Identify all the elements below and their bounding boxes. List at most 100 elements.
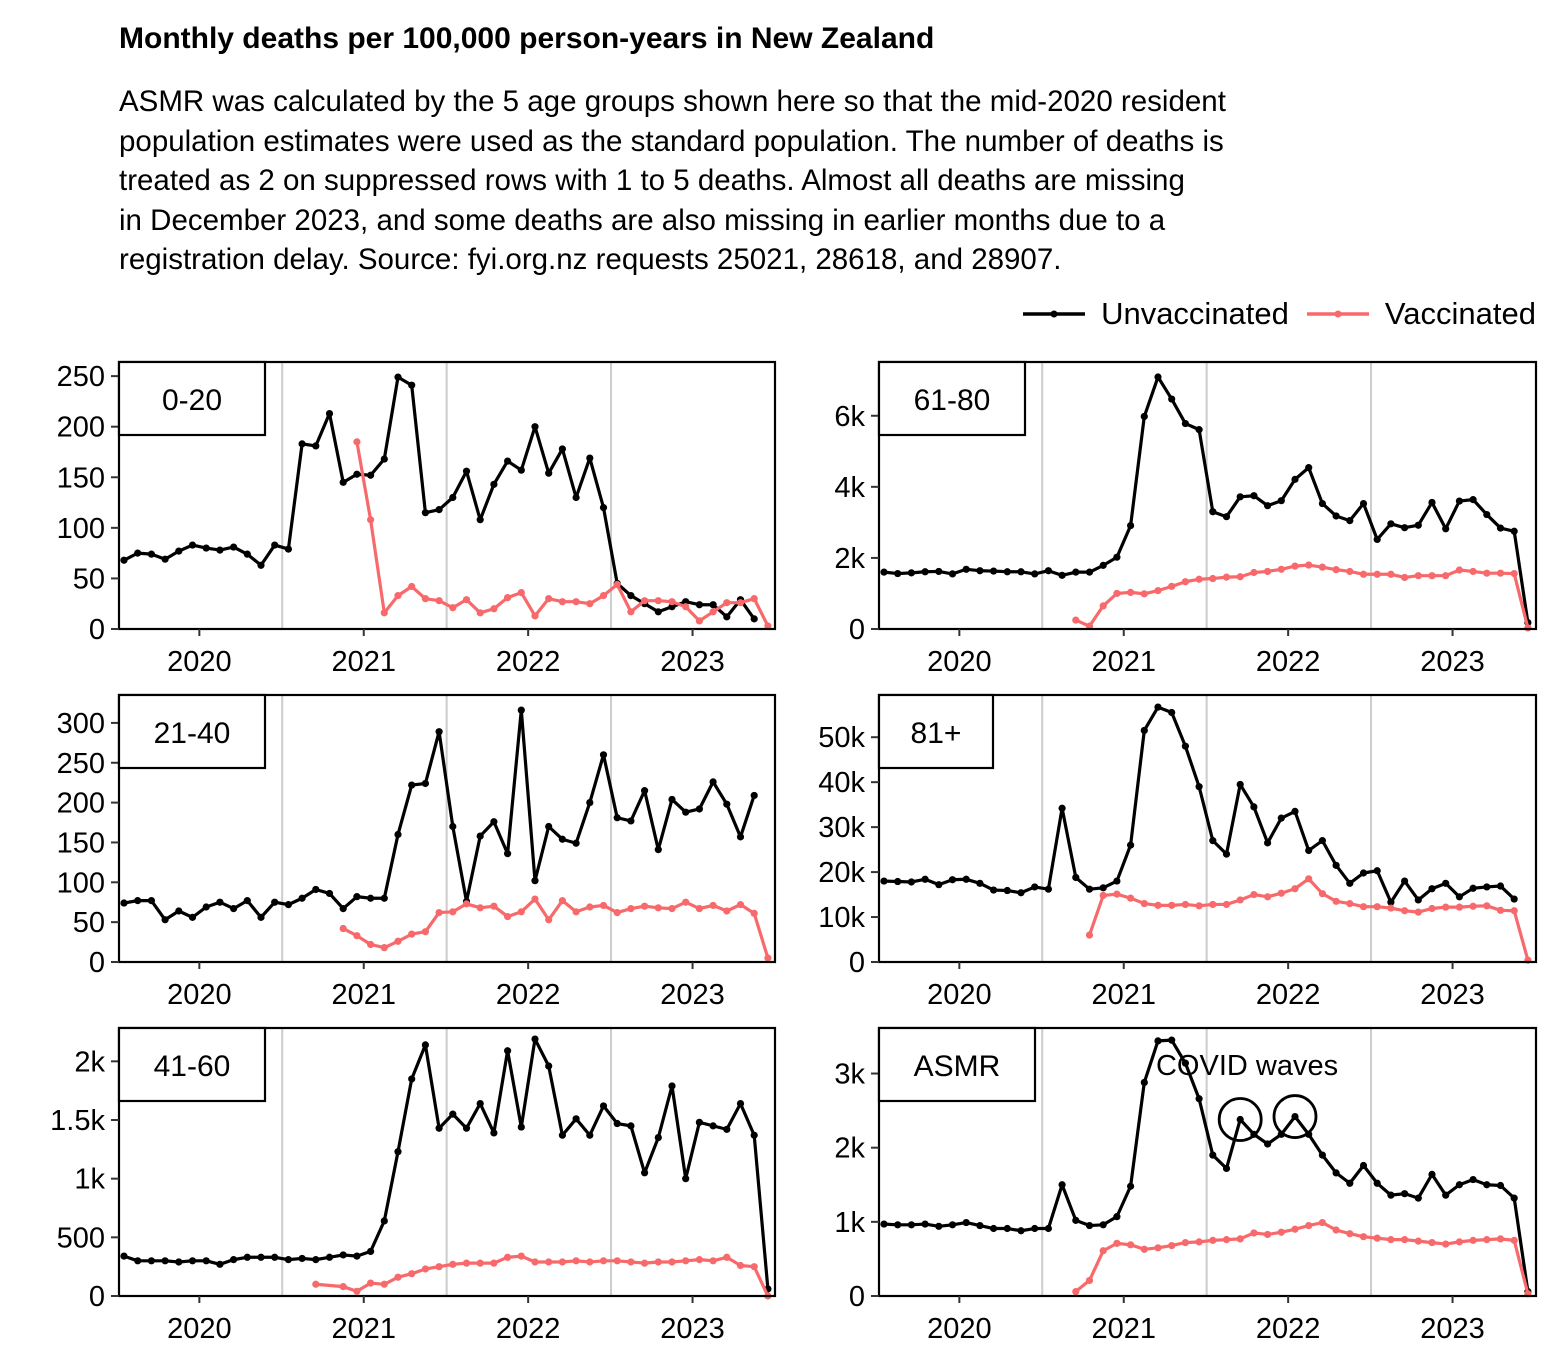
y-tick-label: 0 bbox=[89, 947, 105, 979]
data-point-vaccinated bbox=[641, 1259, 649, 1267]
data-point-unvaccinated bbox=[1332, 861, 1340, 869]
y-tick-label: 3k bbox=[834, 1059, 865, 1091]
panel-label-box bbox=[877, 693, 995, 770]
data-point-unvaccinated bbox=[1414, 521, 1422, 529]
data-point-unvaccinated bbox=[572, 839, 580, 847]
data-point-unvaccinated bbox=[935, 1222, 943, 1230]
data-point-unvaccinated bbox=[394, 830, 402, 839]
data-point-vaccinated bbox=[668, 905, 676, 913]
data-point-unvaccinated bbox=[907, 569, 916, 577]
legend-label: Unvaccinated bbox=[1101, 296, 1289, 331]
data-point-unvaccinated bbox=[325, 1253, 334, 1261]
panel-label-box bbox=[117, 693, 267, 770]
data-point-unvaccinated bbox=[216, 546, 224, 554]
data-point-unvaccinated bbox=[1373, 867, 1381, 875]
data-point-unvaccinated bbox=[1168, 708, 1176, 717]
x-tick-label: 2021 bbox=[331, 1313, 396, 1345]
data-point-unvaccinated bbox=[599, 1102, 608, 1110]
data-point-unvaccinated bbox=[1318, 837, 1326, 845]
data-point-vaccinated bbox=[517, 1252, 525, 1260]
data-point-unvaccinated bbox=[216, 898, 224, 906]
data-point-vaccinated bbox=[1195, 902, 1203, 910]
data-point-unvaccinated bbox=[161, 555, 169, 563]
data-point-vaccinated bbox=[709, 1257, 717, 1265]
data-point-unvaccinated bbox=[1346, 517, 1354, 525]
data-point-vaccinated bbox=[1359, 1233, 1368, 1241]
data-point-vaccinated bbox=[435, 1263, 443, 1271]
data-point-unvaccinated bbox=[134, 1257, 142, 1265]
data-point-unvaccinated bbox=[613, 814, 621, 822]
data-point-unvaccinated bbox=[921, 1220, 929, 1228]
data-point-unvaccinated bbox=[1277, 814, 1285, 822]
data-point-vaccinated bbox=[1195, 1238, 1203, 1246]
data-point-unvaccinated bbox=[531, 877, 539, 885]
data-point-vaccinated bbox=[1250, 890, 1258, 899]
data-point-unvaccinated bbox=[353, 470, 361, 478]
data-point-vaccinated bbox=[695, 617, 704, 625]
data-point-unvaccinated bbox=[1291, 807, 1299, 815]
y-tick-label: 100 bbox=[57, 513, 105, 545]
data-point-unvaccinated bbox=[1127, 521, 1135, 530]
data-point-unvaccinated bbox=[880, 877, 888, 885]
data-point-unvaccinated bbox=[380, 1217, 388, 1225]
data-point-unvaccinated bbox=[1181, 419, 1189, 428]
data-point-vaccinated bbox=[654, 597, 662, 605]
data-point-vaccinated bbox=[723, 1253, 731, 1261]
y-tick-label: 300 bbox=[57, 708, 105, 740]
data-point-vaccinated bbox=[558, 1258, 567, 1266]
x-tick-label: 2020 bbox=[927, 1313, 992, 1345]
data-point-unvaccinated bbox=[517, 466, 525, 474]
data-point-unvaccinated bbox=[462, 1124, 471, 1132]
data-point-vaccinated bbox=[1305, 1221, 1313, 1230]
data-point-unvaccinated bbox=[421, 779, 429, 788]
data-point-unvaccinated bbox=[709, 778, 717, 786]
data-point-vaccinated bbox=[1291, 1225, 1299, 1233]
data-point-vaccinated bbox=[764, 954, 772, 962]
data-point-vaccinated bbox=[1414, 1237, 1422, 1245]
data-point-unvaccinated bbox=[1209, 508, 1217, 516]
panel-frame bbox=[877, 1026, 1538, 1298]
y-tick-label: 30k bbox=[818, 812, 865, 844]
data-point-unvaccinated bbox=[1140, 412, 1148, 421]
data-point-unvaccinated bbox=[367, 471, 375, 479]
data-point-unvaccinated bbox=[202, 903, 210, 911]
data-point-vaccinated bbox=[462, 1259, 471, 1267]
data-point-vaccinated bbox=[1209, 574, 1217, 583]
data-point-vaccinated bbox=[1099, 1247, 1107, 1255]
data-point-vaccinated bbox=[1140, 1245, 1148, 1253]
data-point-unvaccinated bbox=[490, 818, 498, 826]
data-point-vaccinated bbox=[627, 905, 635, 913]
data-point-unvaccinated bbox=[243, 1253, 251, 1261]
chart-subtitle: ASMR was calculated by the 5 age groups … bbox=[119, 82, 1539, 280]
data-point-vaccinated bbox=[654, 1258, 662, 1266]
data-point-unvaccinated bbox=[1510, 527, 1518, 535]
data-point-unvaccinated bbox=[1469, 884, 1477, 892]
panel-frame bbox=[117, 360, 777, 631]
data-point-vaccinated bbox=[1483, 902, 1491, 910]
x-tick-label: 2021 bbox=[1091, 646, 1156, 678]
y-tick-label: 250 bbox=[57, 361, 105, 393]
data-point-vaccinated bbox=[545, 916, 553, 924]
panel-41-60: 0 500 1k 1.5k 2k 2020 2021 2022 2023 41-60 bbox=[50, 1026, 777, 1345]
data-point-vaccinated bbox=[1085, 931, 1094, 939]
data-point-vaccinated bbox=[339, 1283, 347, 1291]
data-point-unvaccinated bbox=[1401, 1190, 1409, 1198]
data-point-unvaccinated bbox=[962, 565, 970, 573]
y-tick-label: 0 bbox=[89, 1281, 105, 1313]
annotation-circle bbox=[1272, 1094, 1318, 1139]
data-point-unvaccinated bbox=[572, 493, 580, 502]
data-point-vaccinated bbox=[1414, 908, 1422, 916]
data-point-unvaccinated bbox=[476, 1099, 484, 1108]
data-point-unvaccinated bbox=[695, 601, 704, 609]
data-point-unvaccinated bbox=[935, 567, 943, 576]
data-point-vaccinated bbox=[1277, 1228, 1285, 1236]
data-point-vaccinated bbox=[1209, 1236, 1217, 1244]
data-point-unvaccinated bbox=[948, 570, 957, 578]
data-point-vaccinated bbox=[1346, 1230, 1354, 1238]
data-point-vaccinated bbox=[1264, 567, 1272, 576]
data-point-unvaccinated bbox=[558, 445, 567, 453]
data-point-unvaccinated bbox=[1483, 883, 1491, 891]
data-point-vaccinated bbox=[668, 598, 676, 606]
y-tick-label: 250 bbox=[57, 748, 105, 780]
data-point-vaccinated bbox=[476, 1259, 484, 1267]
